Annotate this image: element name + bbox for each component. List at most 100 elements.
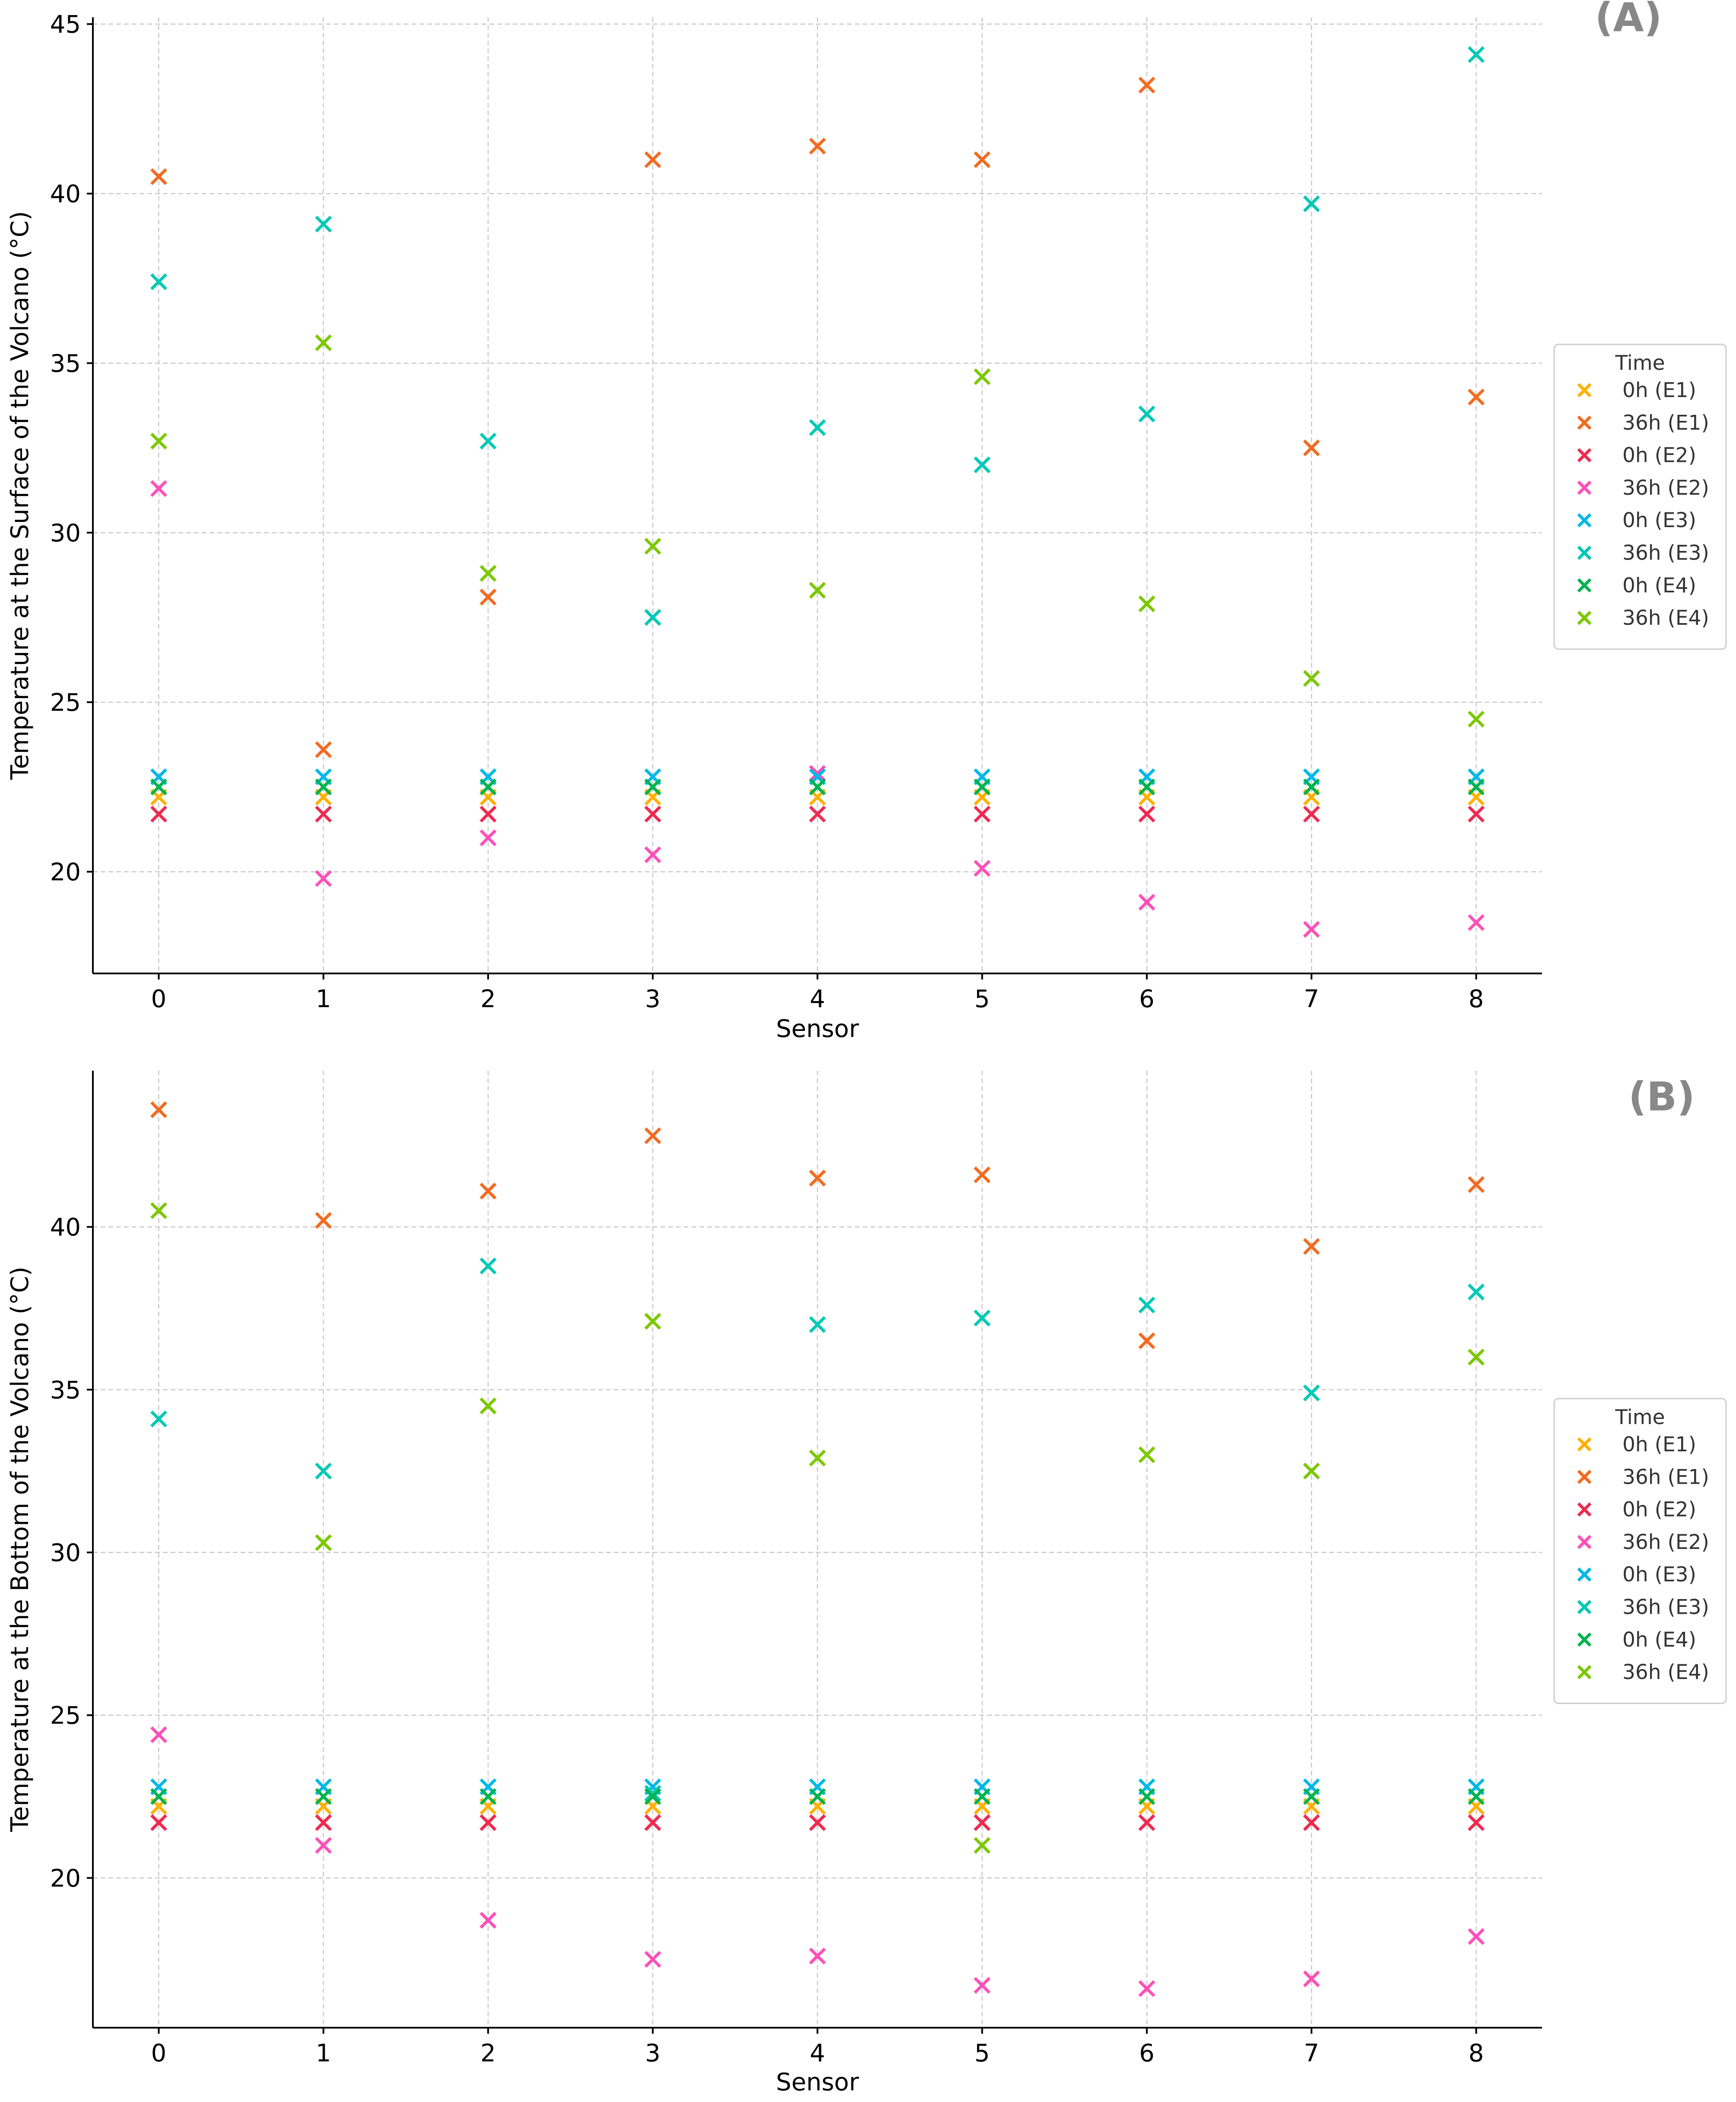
data-point <box>315 216 332 233</box>
data-point <box>315 778 332 795</box>
legend-marker <box>1577 1665 1592 1679</box>
data-point <box>809 1170 826 1187</box>
data-point <box>974 151 991 169</box>
legend-marker <box>1577 546 1592 560</box>
data-point <box>974 1166 991 1183</box>
y-tick-label: 40 <box>50 180 81 208</box>
data-point <box>315 1814 332 1831</box>
data-point <box>974 1977 991 1994</box>
data-point <box>644 1814 661 1831</box>
legend-item: 0h (E2) <box>1577 444 1696 467</box>
data-point <box>1468 778 1485 795</box>
data-point <box>974 860 991 877</box>
data-point <box>809 419 826 436</box>
legend-item: 36h (E4) <box>1577 1660 1709 1684</box>
legend-label: 0h (E2) <box>1622 1498 1696 1522</box>
data-point <box>150 1410 167 1428</box>
panel-label-a: (A) <box>1595 0 1662 41</box>
data-point <box>1138 595 1155 613</box>
data-point <box>974 1814 991 1831</box>
data-point <box>809 1316 826 1333</box>
data-point <box>479 1788 497 1805</box>
data-point <box>150 1788 167 1805</box>
data-point <box>150 1726 167 1743</box>
data-point <box>1468 1348 1485 1366</box>
legend-item: 36h (E3) <box>1577 1596 1709 1619</box>
x-axis-label-a: Sensor <box>776 1015 860 1043</box>
data-point <box>315 805 332 823</box>
legend-label: 36h (E2) <box>1622 476 1709 500</box>
data-point <box>1468 914 1485 931</box>
data-point <box>644 151 661 169</box>
data-point <box>974 1837 991 1854</box>
data-point <box>1138 1332 1155 1349</box>
data-point <box>644 1127 661 1145</box>
data-point <box>1138 1296 1155 1313</box>
legend-marker <box>1577 513 1592 528</box>
legend-label: 36h (E3) <box>1622 1596 1709 1619</box>
x-tick-label: 2 <box>480 2039 496 2067</box>
data-point <box>1303 1238 1320 1255</box>
data-point <box>644 1788 661 1805</box>
legend-marker <box>1577 383 1592 398</box>
data-point <box>1468 1788 1485 1805</box>
data-point <box>1303 1384 1320 1402</box>
legend-marker <box>1577 578 1592 593</box>
y-tick-label: 30 <box>50 1539 81 1567</box>
legend-b: Time 0h (E1)36h (E1)0h (E2)36h (E2)0h (E… <box>1553 1398 1727 1704</box>
data-point <box>1138 1788 1155 1805</box>
legend-item: 0h (E4) <box>1577 1628 1696 1652</box>
legend-item: 0h (E4) <box>1577 574 1696 598</box>
y-tick-label: 45 <box>50 11 81 39</box>
points-a <box>150 46 1485 938</box>
data-point <box>809 1814 826 1831</box>
y-ticks-a: 20 25 30 35 40 45 <box>50 11 93 887</box>
legend-title-b: Time <box>1615 1406 1665 1429</box>
legend-label: 0h (E3) <box>1622 1563 1696 1587</box>
legend-marker <box>1577 1469 1592 1484</box>
x-ticks-a: 0 1 2 3 4 5 6 7 8 <box>151 973 1484 1013</box>
data-point <box>809 805 826 823</box>
x-tick-label: 1 <box>316 985 331 1013</box>
legend-label: 36h (E1) <box>1622 1465 1709 1489</box>
data-point <box>1138 1980 1155 1997</box>
panel-label-b: (B) <box>1628 1074 1695 1120</box>
legend-label: 0h (E4) <box>1622 574 1696 598</box>
data-point <box>315 1463 332 1480</box>
x-tick-label: 5 <box>974 2039 990 2067</box>
data-point <box>315 1837 332 1854</box>
points-b <box>150 1101 1485 1997</box>
y-tick-label: 40 <box>50 1214 81 1242</box>
legend-item: 0h (E3) <box>1577 1563 1696 1587</box>
legend-box-b <box>1553 1398 1727 1704</box>
legend-label: 36h (E4) <box>1622 1660 1709 1684</box>
legend-marker <box>1577 1535 1592 1549</box>
legend-item: 0h (E2) <box>1577 1498 1696 1522</box>
data-point <box>1138 778 1155 795</box>
legend-marker <box>1577 1632 1592 1647</box>
data-point <box>1303 1463 1320 1480</box>
data-point <box>315 1212 332 1229</box>
data-point <box>1303 1788 1320 1805</box>
data-point <box>1468 1283 1485 1301</box>
data-point <box>150 1101 167 1118</box>
data-point <box>974 805 991 823</box>
data-point <box>479 1397 497 1415</box>
y-tick-label: 35 <box>50 350 81 378</box>
data-point <box>479 805 497 823</box>
data-point <box>809 582 826 599</box>
x-tick-label: 7 <box>1304 985 1319 1013</box>
data-point <box>1303 439 1320 457</box>
data-point <box>1303 195 1320 213</box>
data-point <box>150 273 167 290</box>
data-point <box>1303 1814 1320 1831</box>
data-point <box>479 432 497 450</box>
x-tick-label: 6 <box>1139 2039 1155 2067</box>
legend-items-a: 0h (E1) 36h (E1) 0h (E2) 36h (E2) 0h (E3) 36h… <box>1577 378 1709 630</box>
data-point <box>1468 1814 1485 1831</box>
y-tick-label: 35 <box>50 1376 81 1404</box>
data-point <box>809 1947 826 1965</box>
data-point <box>1303 805 1320 823</box>
y-tick-label: 25 <box>50 689 81 717</box>
legend-a: Time 0h (E1)36h (E1)0h (E2)36h (E2)0h (E… <box>1553 343 1727 650</box>
